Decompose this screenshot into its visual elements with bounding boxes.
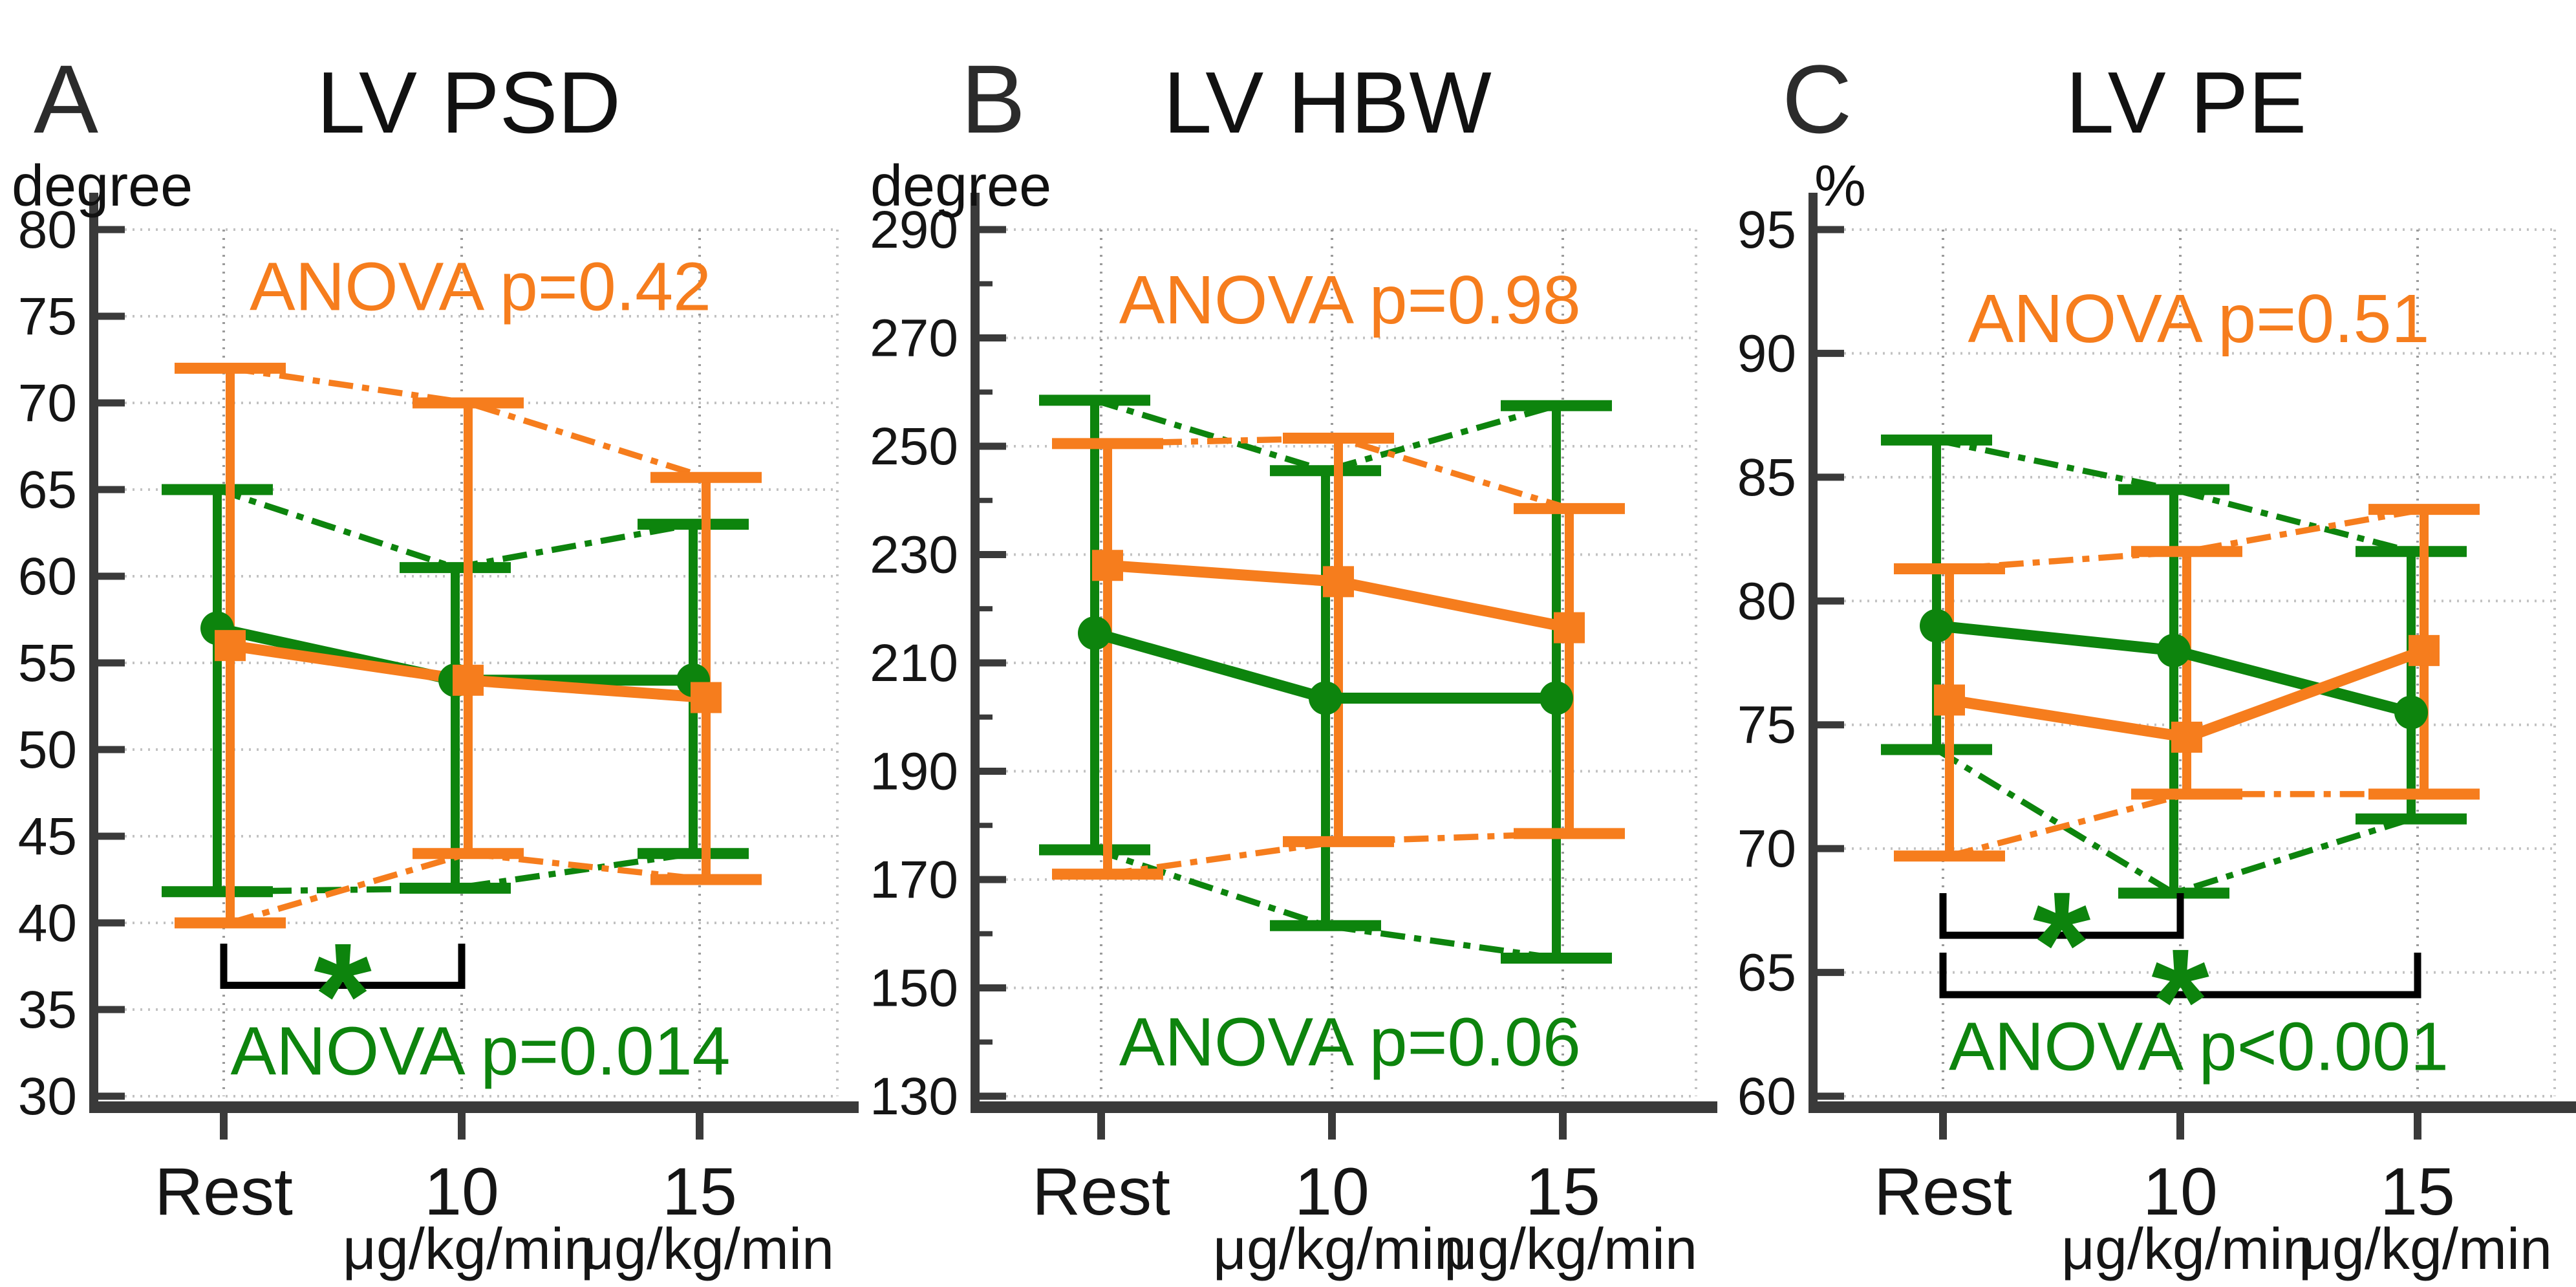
x-tick-label: 15 xyxy=(662,1154,737,1229)
x-tick-label: 15 xyxy=(1525,1154,1600,1229)
x-tick-label: Rest xyxy=(1032,1154,1170,1229)
significance-bracket xyxy=(1939,893,2184,939)
y-tick-label: 30 xyxy=(18,1067,77,1126)
y-unit-label: degree xyxy=(870,154,1051,219)
panel-letter: B xyxy=(961,45,1025,153)
y-tick-label: 80 xyxy=(18,200,77,259)
y-tick-label: 40 xyxy=(18,894,77,953)
anova-label-series-orange: ANOVA p=0.51 xyxy=(1968,281,2429,357)
series-orange-marker-square xyxy=(1323,566,1354,598)
series-green-marker-circle xyxy=(1078,616,1111,650)
y-tick-label: 60 xyxy=(18,547,77,606)
series-green-marker-circle xyxy=(1540,681,1573,715)
series-orange-marker-square xyxy=(1554,612,1585,644)
anova-label-series-green: ANOVA p<0.001 xyxy=(1949,1008,2449,1085)
anova-label-series-green: ANOVA p=0.06 xyxy=(1119,1004,1581,1080)
x-unit-label: μg/kg/min xyxy=(2299,1217,2552,1282)
significance-star: * xyxy=(314,912,372,1078)
x-unit-label: μg/kg/min xyxy=(581,1217,834,1282)
panel-letter: A xyxy=(34,45,98,153)
y-tick-label: 250 xyxy=(870,417,958,476)
x-tick-label: 10 xyxy=(1294,1154,1369,1229)
y-tick-label: 210 xyxy=(870,634,958,693)
y-tick-label: 290 xyxy=(870,200,958,259)
series-green-upper-envelope xyxy=(216,486,694,571)
y-unit-label: degree xyxy=(12,154,193,219)
series-green-upper-envelope xyxy=(1936,437,2412,555)
y-tick-label: 45 xyxy=(18,807,77,866)
x-tick-label: 10 xyxy=(424,1154,499,1229)
y-tick-label: 75 xyxy=(18,287,77,346)
anova-label-series-orange: ANOVA p=0.98 xyxy=(1119,262,1581,338)
y-tick-label: 65 xyxy=(1737,944,1796,1002)
y-tick-label: 130 xyxy=(870,1067,958,1126)
y-tick-label: 55 xyxy=(18,634,77,693)
series-orange-marker-square xyxy=(1092,550,1123,581)
series-orange-marker-square xyxy=(453,664,484,696)
panel-letter: C xyxy=(1782,45,1852,153)
series-orange-marker-square xyxy=(691,682,722,713)
series-green-upper-envelope xyxy=(1093,397,1558,474)
anova-label-series-green: ANOVA p=0.014 xyxy=(231,1013,731,1089)
y-tick-label: 75 xyxy=(1737,696,1796,755)
y-tick-label: 95 xyxy=(1737,200,1796,259)
series-orange-marker-square xyxy=(2409,634,2440,666)
series-green-marker-circle xyxy=(2394,695,2428,730)
x-tick-label: Rest xyxy=(1874,1154,2012,1229)
panel-title: LV PSD xyxy=(317,54,621,151)
anova-label-series-orange: ANOVA p=0.42 xyxy=(250,248,711,325)
y-tick-label: 170 xyxy=(870,850,958,909)
y-tick-label: 90 xyxy=(1737,324,1796,383)
x-unit-label: μg/kg/min xyxy=(2061,1217,2315,1282)
significance-bracket xyxy=(1939,952,2421,999)
y-tick-label: 65 xyxy=(18,460,77,519)
series-green-marker-circle xyxy=(1920,609,1953,643)
x-tick-label: Rest xyxy=(155,1154,293,1229)
y-tick-label: 150 xyxy=(870,959,958,1018)
series-orange-lower-envelope xyxy=(229,850,707,926)
x-unit-label: μg/kg/min xyxy=(1444,1217,1697,1282)
panel-title: LV PE xyxy=(2066,54,2307,151)
series-orange-marker-square xyxy=(1934,684,1965,716)
y-tick-label: 50 xyxy=(18,720,77,779)
series-orange-lower-envelope xyxy=(1948,791,2424,860)
x-unit-label: μg/kg/min xyxy=(1213,1217,1466,1282)
series-orange-marker-square xyxy=(215,630,246,662)
series-orange-marker-square xyxy=(2171,721,2202,753)
y-tick-label: 35 xyxy=(18,980,77,1039)
y-tick-label: 190 xyxy=(870,742,958,801)
y-tick-label: 85 xyxy=(1737,448,1796,507)
x-tick-label: 15 xyxy=(2380,1154,2455,1229)
series-orange-upper-envelope xyxy=(230,365,707,481)
y-tick-label: 70 xyxy=(1737,819,1796,878)
x-tick-label: 10 xyxy=(2143,1154,2218,1229)
series-green-marker-circle xyxy=(1309,681,1342,715)
panel-title: LV HBW xyxy=(1163,54,1492,151)
y-tick-label: 270 xyxy=(870,309,958,368)
significance-bracket xyxy=(220,944,466,989)
y-unit-label: % xyxy=(1814,154,1866,219)
significance-star: * xyxy=(2033,861,2091,1027)
x-unit-label: μg/kg/min xyxy=(343,1217,596,1282)
y-tick-label: 70 xyxy=(18,374,77,433)
series-green-lower-envelope xyxy=(1093,847,1557,962)
y-tick-label: 230 xyxy=(870,526,958,585)
significance-star: * xyxy=(2151,918,2209,1084)
series-green-marker-circle xyxy=(2157,633,2191,667)
y-tick-label: 60 xyxy=(1737,1067,1796,1126)
y-tick-label: 80 xyxy=(1737,572,1796,631)
